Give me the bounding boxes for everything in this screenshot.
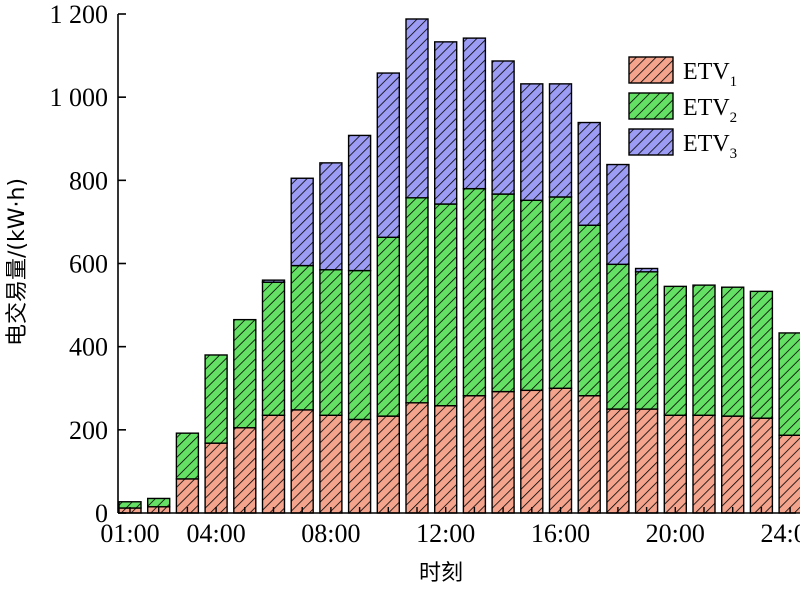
bar-1000-series-2: [376, 236, 400, 417]
bar-1500-series-1: [520, 389, 544, 514]
bar-2400-series-1: [778, 434, 800, 514]
bar-2200-series-2: [721, 286, 745, 417]
legend-swatch-series-1: [628, 56, 674, 84]
bar-1300-series-2: [462, 187, 487, 397]
bar-0800-series-3: [319, 162, 343, 271]
x-tick-label: 12:00: [416, 519, 475, 548]
bar-1100-series-1: [405, 402, 429, 514]
bar-0700-series-2: [290, 264, 314, 411]
bar-1200-series-1: [434, 405, 458, 514]
bar-1600-series-1: [548, 387, 573, 514]
bar-1400-series-1: [491, 390, 515, 514]
x-tick-label: 01:00: [100, 519, 159, 548]
bar-0400-series-2: [204, 354, 228, 444]
y-tick-label: 1 200: [50, 0, 109, 29]
bar-1000-series-3: [376, 72, 400, 239]
bar-1300-series-3: [462, 37, 487, 190]
bar-1800-series-3: [606, 163, 630, 266]
legend-label-series-3: ETV3: [683, 131, 737, 162]
bar-1200-series-3: [434, 41, 458, 205]
bar-1700-series-3: [577, 121, 601, 226]
bar-1400-series-3: [491, 60, 515, 195]
x-tick-label: 08:00: [301, 519, 360, 548]
y-tick-label: 200: [69, 416, 108, 445]
y-tick-label: 400: [69, 333, 108, 362]
bar-1800-series-1: [606, 408, 630, 514]
bar-0700-series-1: [290, 409, 314, 514]
bar-1000-series-1: [376, 415, 400, 514]
bar-1900-series-3: [634, 267, 659, 273]
y-tick-label: 800: [69, 166, 108, 195]
legend-swatch-series-2: [628, 92, 674, 120]
bar-0500-series-2: [233, 318, 257, 429]
bar-0600-series-1: [261, 414, 286, 514]
bar-2100-series-1: [692, 414, 716, 514]
bar-1200-series-2: [434, 203, 458, 407]
bar-0300-series-2: [175, 432, 200, 480]
legend: ETV1 ETV2 ETV3: [628, 56, 737, 162]
bar-1500-series-2: [520, 199, 544, 392]
legend-label-series-2: ETV2: [683, 95, 737, 126]
y-tick-label: 1 000: [50, 83, 109, 112]
bar-0200-series-2: [146, 497, 171, 508]
bar-0900-series-1: [347, 418, 372, 514]
bar-2400-series-2: [778, 332, 800, 436]
bar-2100-series-2: [692, 284, 716, 416]
bar-0500-series-1: [233, 427, 257, 514]
bar-0600-series-2: [261, 281, 286, 416]
bar-1700-series-1: [577, 395, 601, 514]
bar-1100-series-2: [405, 197, 429, 404]
bar-1900-series-1: [634, 408, 659, 514]
bar-2300-series-2: [749, 290, 774, 419]
bar-1400-series-2: [491, 193, 515, 393]
legend-label-series-1: ETV1: [683, 59, 737, 90]
bar-1800-series-2: [606, 263, 630, 410]
bar-1100-series-3: [405, 18, 429, 199]
bar-0700-series-3: [290, 177, 314, 267]
bar-1600-series-2: [548, 196, 573, 389]
bar-2000-series-1: [663, 414, 687, 514]
bar-0900-series-2: [347, 269, 372, 421]
x-ticks-group: 01:00 04:00 08:00 12:00 16:00 20:00 24:00: [100, 507, 800, 548]
legend-swatch-series-3: [628, 128, 674, 156]
bar-2000-series-2: [663, 285, 687, 416]
bar-2200-series-1: [721, 415, 745, 514]
x-tick-label: 24:00: [760, 519, 800, 548]
x-tick-label: 20:00: [646, 519, 705, 548]
bar-1500-series-3: [520, 83, 544, 201]
y-tick-label: 600: [69, 250, 108, 279]
y-tick-label: 0: [95, 499, 108, 528]
bar-1300-series-1: [462, 395, 487, 514]
bar-0400-series-1: [204, 442, 228, 514]
bars-group: [118, 18, 800, 514]
bar-0800-series-2: [319, 269, 343, 416]
bar-0800-series-1: [319, 414, 343, 514]
bar-2300-series-1: [749, 417, 774, 514]
x-tick-label: 16:00: [531, 519, 590, 548]
bar-0600-series-3: [261, 279, 286, 283]
bar-0900-series-3: [347, 134, 372, 272]
bar-1600-series-3: [548, 83, 573, 198]
x-axis-title: 时刻: [419, 561, 463, 586]
y-axis-title: 电交易量/(kW·h): [5, 178, 30, 346]
y-ticks-group: 0 200 400 600 800 1 000 1 200: [50, 0, 126, 528]
bar-1700-series-2: [577, 224, 601, 397]
x-tick-label: 04:00: [186, 519, 245, 548]
bar-1900-series-2: [634, 271, 659, 410]
